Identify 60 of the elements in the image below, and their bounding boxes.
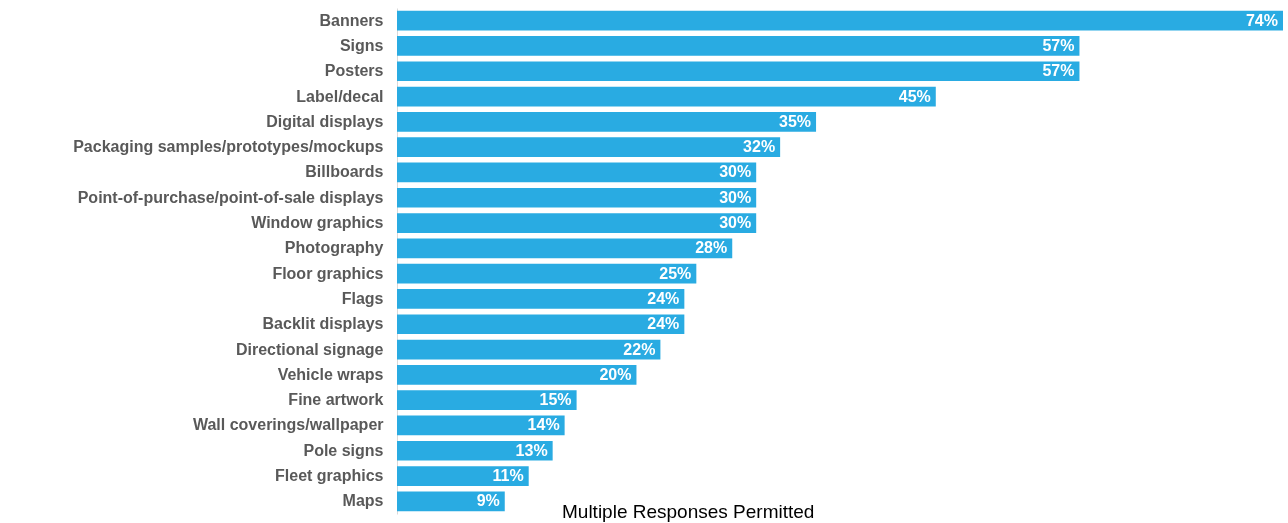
y-tick-label: Photography [284,239,384,257]
data-label: 13% [515,441,548,459]
bar [397,36,1080,56]
y-tick-label: Packaging samples/prototypes/mockups [73,138,384,156]
y-tick-label: Billboards [305,163,384,181]
y-tick-label: Directional signage [235,340,384,358]
y-tick-label: Point-of-purchase/point-of-sale displays [77,188,384,206]
y-tick-label: Banners [319,11,384,29]
bar [397,187,757,208]
data-label: 74% [1245,11,1278,29]
data-label: 30% [719,188,752,206]
bar [397,263,697,284]
data-label: 24% [647,315,680,333]
y-tick-label: Signs [339,36,384,54]
y-tick-label: Pole signs [303,441,384,459]
data-label: 57% [1042,36,1075,54]
bar [397,466,529,486]
bar [397,390,577,411]
bar [397,364,637,385]
data-label: 30% [719,214,752,232]
y-tick-label: Fine artwork [288,391,384,409]
data-label: 14% [527,416,560,434]
y-tick-label: Window graphics [251,214,384,232]
data-label: 45% [898,87,931,105]
data-label: 9% [476,492,500,510]
data-label: 24% [647,289,680,307]
bar [397,238,733,259]
bar [397,339,661,360]
y-tick-label: Label/decal [296,87,384,105]
y-tick-label: Posters [324,62,384,80]
bar [397,440,553,461]
bar [397,213,757,233]
bar [397,491,505,512]
bar [397,314,685,335]
y-tick-label: Backlit displays [262,315,384,333]
data-label: 30% [719,163,752,181]
bar [397,10,1283,31]
data-label: 15% [539,391,572,409]
y-tick-label: Flags [341,289,384,307]
y-tick-label: Floor graphics [272,264,384,282]
bar [397,162,757,183]
bar [397,289,685,309]
bar [397,111,817,132]
bar [397,61,1080,82]
data-label: 28% [695,239,728,257]
data-label: 22% [623,340,656,358]
y-tick-label: Wall coverings/wallpaper [192,416,384,434]
annotation: Multiple Responses Permitted [562,501,815,522]
data-label: 32% [743,138,776,156]
data-label: 35% [779,112,812,130]
data-label: 57% [1042,62,1075,80]
y-tick-label: Maps [342,492,384,510]
data-label: 25% [659,264,692,282]
y-tick-label: Digital displays [266,112,384,130]
y-tick-label: Fleet graphics [275,467,384,485]
data-label: 20% [599,365,632,383]
bar [397,86,936,107]
bar [397,137,781,158]
data-label: 11% [492,467,524,485]
y-tick-label: Vehicle wraps [277,365,384,383]
